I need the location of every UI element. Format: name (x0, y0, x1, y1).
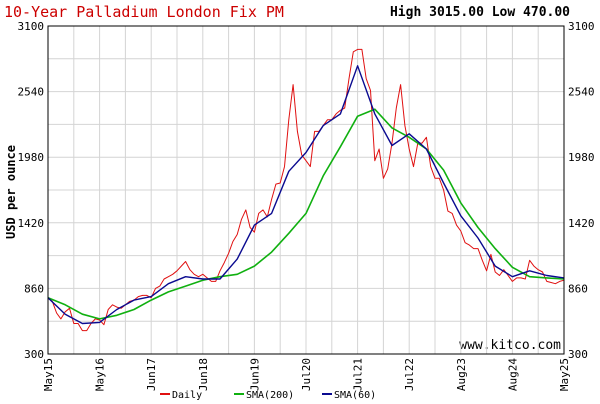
y-tick-label: 3100 (568, 20, 595, 33)
x-tick-label: Aug24 (506, 358, 519, 391)
y-tick-label: 3100 (18, 20, 45, 33)
y-tick-label: 1420 (568, 217, 595, 230)
y-tick-label: 2540 (568, 86, 595, 99)
legend: Daily SMA(200) SMA(60) (160, 390, 376, 401)
x-tick-label: Jul22 (403, 358, 416, 391)
x-tick-label: May25 (558, 358, 571, 391)
y-tick-label: 860 (568, 282, 588, 295)
x-tick-label: Jun17 (145, 358, 158, 391)
x-tick-label: Jul20 (300, 358, 313, 391)
legend-label: Daily (172, 390, 202, 400)
y-tick-label: 300 (568, 348, 588, 361)
x-tick-label: Jun19 (248, 358, 261, 391)
high-low-label: High 3015.00 Low 470.00 (390, 5, 570, 20)
series-layer (47, 48, 565, 332)
x-tick-labels: May15 May16 Jun17 Jun18 Jun19 Jul20 Jul21 Jul22… (42, 358, 571, 391)
chart-title: 10-Year Palladium London Fix PM (4, 3, 284, 21)
watermark: www.kitco.com (459, 338, 561, 353)
y-tick-labels-right: 300 860 1420 1980 2540 3100 (568, 20, 595, 361)
y-tick-labels-left: 300 860 1420 1980 2540 3100 (18, 20, 45, 361)
legend-label: SMA(200) (246, 390, 294, 400)
x-tick-label: May16 (94, 358, 107, 391)
plot-border (47, 25, 565, 355)
y-tick-label: 300 (24, 348, 44, 361)
y-tick-label: 860 (24, 282, 44, 295)
series-line-sma-60 (47, 65, 565, 325)
y-tick-label: 2540 (18, 86, 45, 99)
x-tick-label: May15 (42, 358, 55, 391)
y-tick-label: 1980 (568, 151, 595, 164)
x-tick-label: Aug23 (455, 358, 468, 391)
y-tick-label: 1980 (18, 151, 45, 164)
legend-label: SMA(60) (334, 390, 376, 400)
series-line-sma-200 (47, 108, 565, 320)
x-tick-label: Jul21 (352, 358, 365, 391)
x-tick-label: Jun18 (197, 358, 210, 391)
y-axis-label: USD per ounce (4, 145, 18, 239)
y-tick-label: 1420 (18, 217, 45, 230)
